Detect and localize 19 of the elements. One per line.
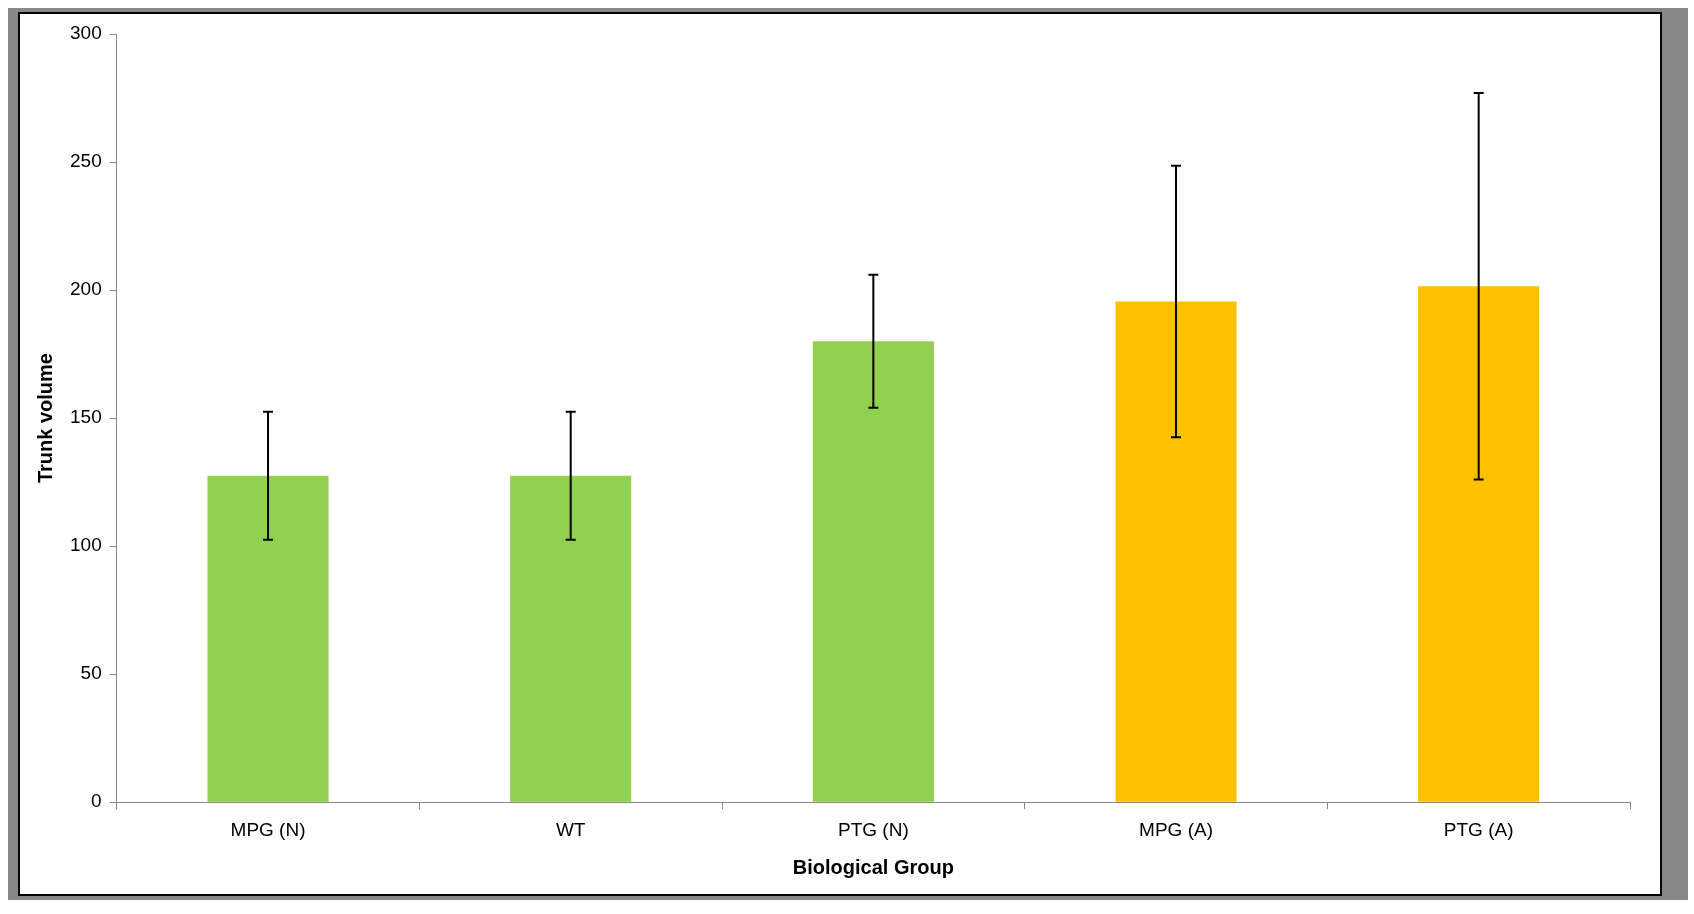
y-tick-label: 50 bbox=[80, 662, 102, 684]
bar bbox=[1115, 301, 1237, 802]
x-tick-label: PTG (A) bbox=[1443, 818, 1514, 840]
x-axis-title: Biological Group bbox=[792, 855, 954, 878]
y-tick-label: 300 bbox=[70, 22, 102, 44]
y-axis-title: Trunk volume bbox=[33, 353, 56, 484]
bar bbox=[207, 475, 329, 802]
bar bbox=[1418, 286, 1540, 802]
bar bbox=[510, 475, 632, 802]
x-tick-label: PTG (N) bbox=[837, 818, 909, 840]
y-tick-label: 200 bbox=[70, 278, 102, 300]
y-tick-label: 250 bbox=[70, 150, 102, 172]
y-tick-label: 0 bbox=[91, 790, 102, 812]
x-tick-label: MPG (A) bbox=[1139, 818, 1213, 840]
x-tick-label: MPG (N) bbox=[230, 818, 306, 840]
bar bbox=[812, 341, 934, 802]
y-tick-label: 100 bbox=[70, 534, 102, 556]
x-tick-label: WT bbox=[555, 818, 586, 840]
y-tick-label: 150 bbox=[70, 406, 102, 428]
